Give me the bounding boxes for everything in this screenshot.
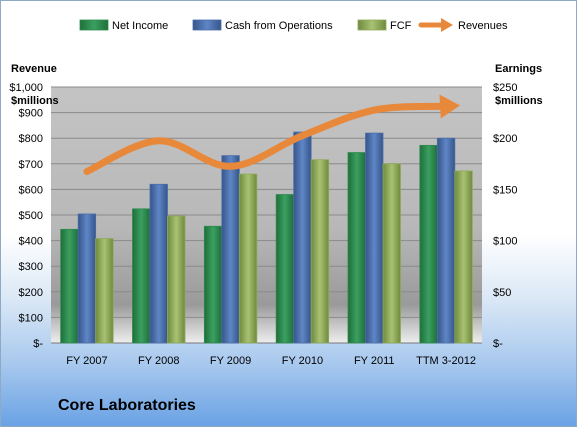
revenue-line-path xyxy=(83,102,450,175)
right-axis-title-line1: Earnings xyxy=(495,63,543,75)
left-tick-label: $400 xyxy=(19,236,43,248)
legend-label: Cash from Operations xyxy=(225,20,333,32)
left-tick-label: $500 xyxy=(19,210,43,222)
right-tick-label: $100 xyxy=(493,236,517,248)
revenue-arrowhead xyxy=(439,94,461,119)
bar-cash-from-operations xyxy=(149,183,168,344)
bar-net-income xyxy=(60,228,79,344)
right-axis-title: Earnings $millions xyxy=(495,45,543,125)
bar-cash-from-operations xyxy=(221,155,240,344)
legend-label: FCF xyxy=(390,20,412,32)
bar-net-income xyxy=(275,194,295,344)
bar-net-income xyxy=(419,144,438,344)
right-tick-label: $150 xyxy=(493,184,517,196)
left-axis-title-line2: $millions xyxy=(11,95,59,107)
category-label: FY 2011 xyxy=(354,355,395,367)
legend-label: Revenues xyxy=(458,20,508,32)
gridlines xyxy=(51,86,482,344)
right-tick-label: $250 xyxy=(493,82,517,94)
tick-labels: $- $100 $200 $300 $400 $500 $600 $700 $800 $900 $1… xyxy=(9,82,517,367)
bars xyxy=(60,131,473,344)
bar-fcf xyxy=(167,215,186,344)
bar-net-income xyxy=(347,152,366,344)
category-label: TTM 3-2012 xyxy=(416,355,476,367)
left-tick-label: $900 xyxy=(19,108,43,120)
bar-net-income xyxy=(203,225,223,344)
category-label: FY 2009 xyxy=(210,355,251,367)
left-tick-label: $300 xyxy=(19,261,43,273)
right-tick-label: $50 xyxy=(493,287,511,299)
legend-swatch-fcf xyxy=(357,19,387,31)
bar-fcf xyxy=(382,163,401,344)
category-label: FY 2010 xyxy=(282,355,323,367)
bar-fcf xyxy=(238,173,258,344)
left-tick-label: $600 xyxy=(19,184,43,196)
category-label: FY 2007 xyxy=(66,355,107,367)
category-label: FY 2008 xyxy=(138,355,179,367)
bar-net-income xyxy=(132,208,151,344)
right-tick-label: $200 xyxy=(493,133,517,145)
left-axis-title-line1: Revenue xyxy=(11,63,57,75)
left-tick-label: $700 xyxy=(19,159,43,171)
bar-fcf xyxy=(454,170,473,344)
bar-fcf xyxy=(95,238,114,344)
bar-fcf xyxy=(310,159,330,344)
revenue-line xyxy=(83,94,461,175)
legend: Net Income Cash from Operations FCF Revenue… xyxy=(79,18,508,32)
bar-cash-from-operations xyxy=(365,132,384,344)
bar-cash-from-operations xyxy=(436,137,456,344)
left-tick-label: $100 xyxy=(19,312,43,324)
left-tick-label: $1,000 xyxy=(9,82,43,94)
left-tick-label: $- xyxy=(33,338,43,350)
left-tick-label: $800 xyxy=(19,133,43,145)
right-tick-label: $- xyxy=(493,338,503,350)
legend-label: Net Income xyxy=(112,20,168,32)
left-tick-label: $200 xyxy=(19,287,43,299)
left-axis-title: Revenue $millions xyxy=(11,45,59,125)
legend-swatch-net-income xyxy=(79,19,109,31)
legend-swatch-cash-from-operations xyxy=(192,19,222,31)
right-axis-title-line2: $millions xyxy=(495,95,543,107)
legend-arrow-revenues xyxy=(441,18,453,32)
company-name: Core Laboratories xyxy=(58,397,196,414)
bar-cash-from-operations xyxy=(77,213,97,344)
bar-cash-from-operations xyxy=(293,131,312,344)
